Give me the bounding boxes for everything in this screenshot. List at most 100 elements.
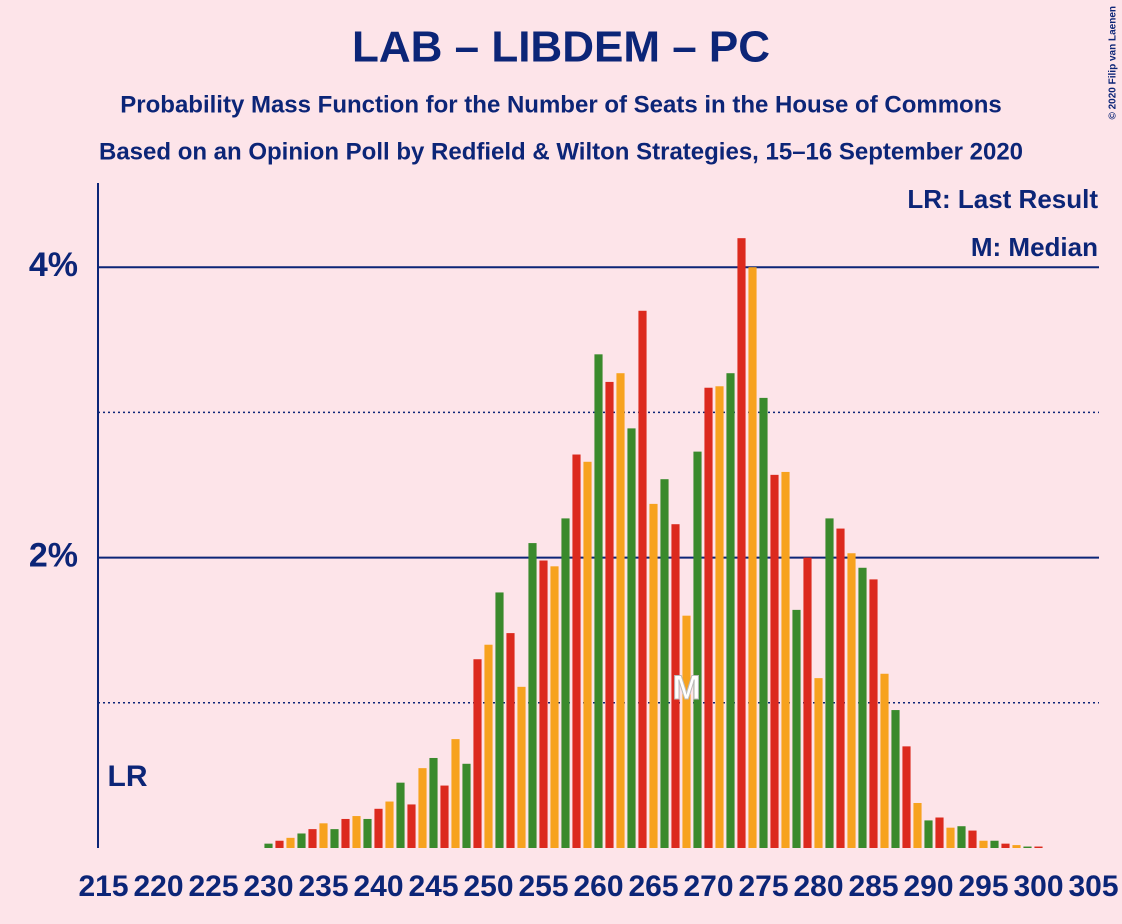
bar bbox=[704, 387, 713, 848]
x-tick-label: 230 bbox=[243, 870, 293, 903]
bar bbox=[693, 451, 702, 848]
bar bbox=[902, 746, 911, 848]
bar bbox=[1023, 846, 1032, 848]
bar bbox=[528, 543, 537, 848]
bar bbox=[319, 823, 328, 848]
bar bbox=[924, 820, 933, 848]
bar bbox=[396, 782, 405, 848]
x-tick-label: 270 bbox=[683, 870, 733, 903]
bar bbox=[341, 818, 350, 848]
x-tick-label: 275 bbox=[738, 870, 788, 903]
bar bbox=[803, 557, 812, 848]
bar bbox=[308, 829, 317, 848]
legend-entry: M: Median bbox=[971, 232, 1098, 262]
bar bbox=[495, 592, 504, 848]
bar bbox=[605, 381, 614, 848]
x-tick-label: 305 bbox=[1068, 870, 1118, 903]
bar bbox=[891, 710, 900, 848]
y-tick-label: 4% bbox=[29, 246, 78, 284]
bar bbox=[682, 615, 691, 848]
chart-subtitle: Based on an Opinion Poll by Redfield & W… bbox=[99, 138, 1023, 165]
bar bbox=[715, 386, 724, 848]
bar bbox=[374, 808, 383, 848]
bar bbox=[561, 518, 570, 848]
bar bbox=[880, 673, 889, 848]
x-tick-label: 255 bbox=[518, 870, 568, 903]
bar bbox=[825, 518, 834, 848]
bar bbox=[979, 840, 988, 848]
x-tick-label: 265 bbox=[628, 870, 678, 903]
x-tick-label: 240 bbox=[353, 870, 403, 903]
bar bbox=[968, 830, 977, 848]
x-tick-label: 260 bbox=[573, 870, 623, 903]
copyright: © 2020 Filip van Laenen bbox=[1108, 6, 1119, 120]
bar bbox=[946, 827, 955, 848]
bar bbox=[363, 818, 372, 848]
bar bbox=[913, 802, 922, 848]
x-tick-label: 215 bbox=[78, 870, 128, 903]
bar bbox=[616, 373, 625, 848]
x-tick-label: 295 bbox=[958, 870, 1008, 903]
bar bbox=[275, 840, 284, 848]
x-tick-label: 280 bbox=[793, 870, 843, 903]
bar bbox=[517, 686, 526, 848]
x-tick-label: 250 bbox=[463, 870, 513, 903]
y-tick-label: 2% bbox=[29, 537, 78, 575]
bar bbox=[429, 757, 438, 848]
bar bbox=[506, 633, 515, 848]
last-result-label: LR bbox=[108, 760, 148, 793]
bar bbox=[1001, 843, 1010, 848]
chart-subtitle: Probability Mass Function for the Number… bbox=[120, 91, 1001, 118]
bar bbox=[1034, 846, 1043, 848]
bar bbox=[649, 503, 658, 848]
bar bbox=[990, 840, 999, 848]
bar bbox=[297, 833, 306, 848]
bar bbox=[748, 267, 757, 848]
bar bbox=[539, 560, 548, 848]
bar bbox=[627, 428, 636, 848]
bar bbox=[671, 524, 680, 848]
bar bbox=[638, 310, 647, 848]
bar bbox=[759, 397, 768, 848]
bar bbox=[792, 609, 801, 848]
x-tick-label: 220 bbox=[133, 870, 183, 903]
x-tick-label: 225 bbox=[188, 870, 238, 903]
bar bbox=[660, 479, 669, 848]
bar bbox=[847, 553, 856, 848]
bar bbox=[935, 817, 944, 848]
legend-entry: LR: Last Result bbox=[907, 184, 1098, 214]
bar bbox=[550, 566, 559, 848]
bar bbox=[352, 816, 361, 848]
bar bbox=[858, 567, 867, 848]
bar bbox=[726, 373, 735, 848]
bar bbox=[583, 461, 592, 848]
x-tick-label: 290 bbox=[903, 870, 953, 903]
bar bbox=[451, 739, 460, 848]
bar bbox=[286, 837, 295, 848]
bar bbox=[473, 659, 482, 848]
bar bbox=[814, 678, 823, 848]
bar bbox=[737, 238, 746, 848]
bar bbox=[440, 785, 449, 848]
x-tick-label: 300 bbox=[1013, 870, 1063, 903]
bar bbox=[572, 454, 581, 848]
bar bbox=[1012, 845, 1021, 848]
bar bbox=[957, 826, 966, 848]
bar bbox=[385, 801, 394, 848]
bar bbox=[264, 843, 273, 848]
bar bbox=[869, 579, 878, 848]
median-label: M bbox=[672, 669, 700, 707]
bar bbox=[770, 474, 779, 848]
x-tick-label: 235 bbox=[298, 870, 348, 903]
bar bbox=[484, 644, 493, 848]
bar bbox=[418, 768, 427, 848]
x-tick-label: 285 bbox=[848, 870, 898, 903]
bar bbox=[407, 804, 416, 848]
bar bbox=[836, 528, 845, 848]
bar bbox=[781, 471, 790, 848]
bar bbox=[330, 829, 339, 848]
bar bbox=[462, 763, 471, 848]
chart-title: LAB – LIBDEM – PC bbox=[352, 23, 770, 72]
